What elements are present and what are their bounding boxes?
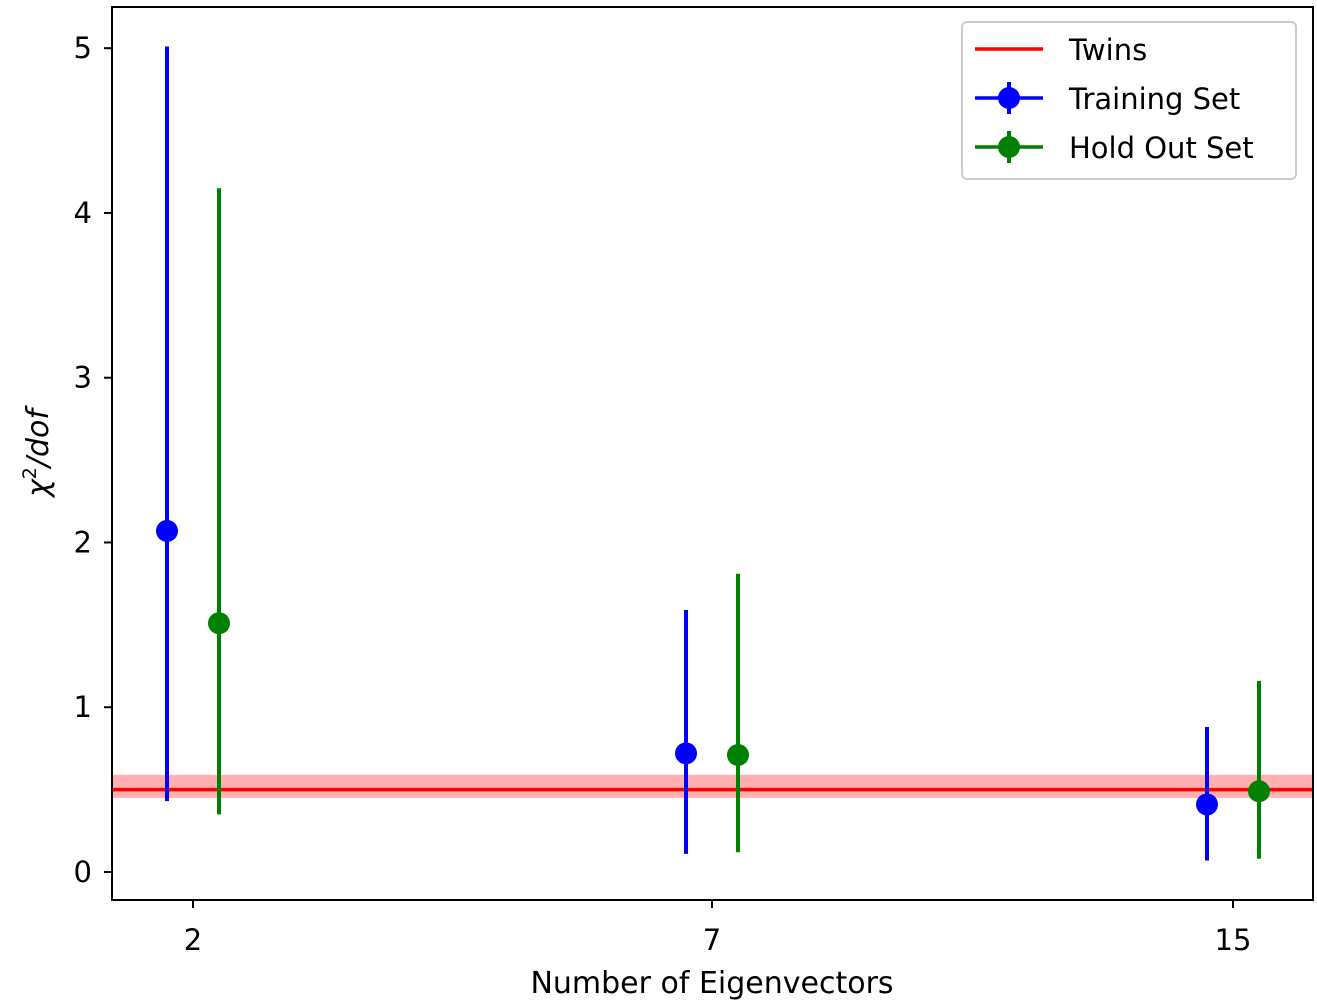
y-axis-label-rest: /dof [21, 405, 56, 471]
legend-twins-label: Twins [1068, 33, 1147, 67]
training-set-point-15 [1196, 793, 1218, 816]
legend-hold-out-set-label: Hold Out Set [1069, 131, 1254, 165]
axis-ticks: 0 1 2 3 4 5 2 7 15 [74, 31, 1252, 957]
plot-area [112, 46, 1313, 861]
y-tick-label-5: 5 [74, 31, 92, 65]
legend-box [961, 21, 1297, 180]
legend-hold-out-set-marker [998, 136, 1020, 158]
y-axis-label: χ2/dof [19, 405, 56, 499]
y-tick-label-4: 4 [74, 196, 92, 230]
legend-training-set-marker [998, 87, 1020, 109]
y-axis-label-superscript: 2 [19, 467, 41, 479]
x-tick-label-2: 2 [184, 923, 202, 957]
training-set-point-7 [675, 742, 697, 765]
hold-out-set-point-2 [208, 612, 230, 635]
training-set-point-2 [156, 519, 178, 542]
hold-out-set-point-15 [1248, 780, 1270, 803]
legend-training-set-label: Training Set [1068, 82, 1240, 116]
twins-band [112, 774, 1313, 798]
hold-out-set-point-7 [727, 744, 749, 767]
y-tick-label-2: 2 [74, 525, 92, 559]
y-axis-label-symbol: χ [21, 478, 56, 499]
y-tick-label-3: 3 [74, 361, 92, 395]
y-tick-label-1: 1 [74, 690, 92, 724]
legend: Twins Training Set Hold Out Set [961, 21, 1297, 180]
x-tick-label-7: 7 [703, 923, 721, 957]
x-axis-label: Number of Eigenvectors [530, 966, 893, 1001]
x-tick-label-15: 15 [1215, 923, 1252, 957]
y-tick-label-0: 0 [74, 855, 92, 889]
